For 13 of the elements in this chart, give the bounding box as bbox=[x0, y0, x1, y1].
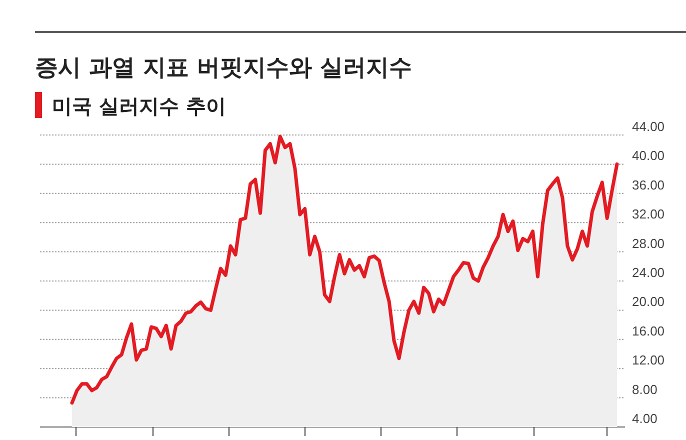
y-tick-label: 24.00 bbox=[632, 265, 665, 280]
y-tick-label: 36.00 bbox=[632, 177, 665, 192]
y-tick-label: 12.00 bbox=[632, 352, 665, 368]
y-tick-label: 40.00 bbox=[632, 148, 665, 164]
y-tick-label: 28.00 bbox=[632, 236, 665, 251]
chart-title: 증시 과열 지표 버핏지수와 실러지수 bbox=[35, 55, 412, 81]
chart-subtitle: 미국 실러지수 추이 bbox=[52, 94, 226, 118]
y-tick-label: 8.00 bbox=[632, 382, 658, 397]
y-tick-label: 32.00 bbox=[632, 206, 665, 222]
y-tick-label: 16.00 bbox=[632, 323, 665, 338]
y-tick-label: 4.00 bbox=[632, 411, 658, 426]
y-tick-label: 44.00 bbox=[632, 119, 665, 134]
y-tick-label: 20.00 bbox=[632, 294, 665, 310]
